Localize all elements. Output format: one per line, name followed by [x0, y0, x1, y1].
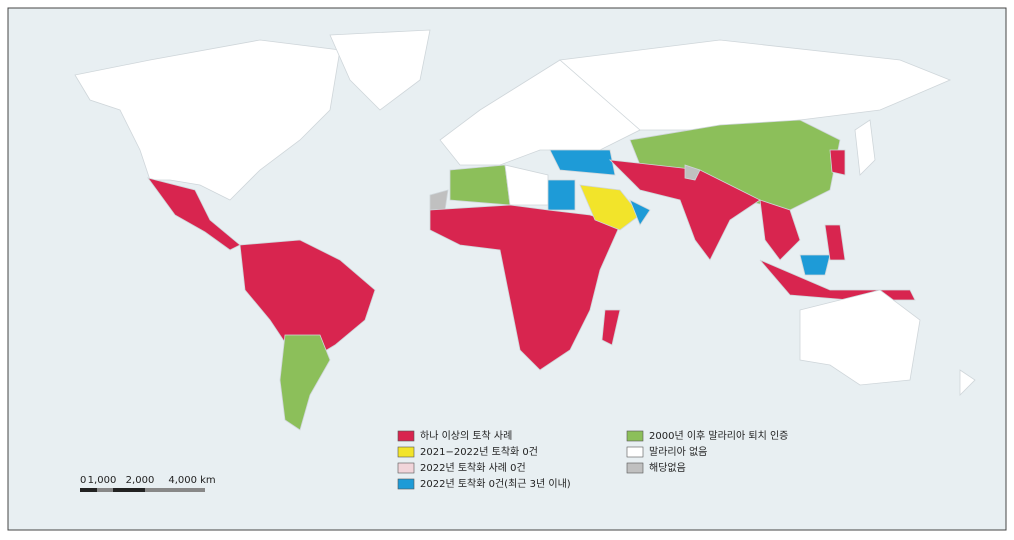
- scale-label: 1,000: [88, 475, 117, 486]
- scale-segment: [80, 488, 97, 492]
- central-america: [147, 177, 241, 251]
- southeast-asia: [759, 199, 801, 261]
- indonesia: [759, 259, 916, 301]
- borneo: [799, 254, 831, 276]
- legend-label: 2022년 토착화 0건(최근 3년 이내): [420, 478, 571, 490]
- southern-cone: [279, 334, 331, 431]
- legend-swatch: [626, 430, 644, 442]
- philippines: [824, 224, 846, 261]
- scale-segment: [113, 488, 145, 492]
- middle-east: [549, 149, 616, 176]
- scale-label: 0: [80, 475, 86, 486]
- scale-bar: 0 1,000 2,000 4,000 km: [80, 475, 216, 492]
- scale-label: 2,000: [126, 475, 155, 486]
- kashmir: [684, 164, 701, 181]
- legend-label: 하나 이상의 토착 사례: [420, 429, 512, 442]
- scale-segment: [97, 488, 113, 492]
- scale-segment: [145, 488, 205, 492]
- legend-label: 말라리아 없음: [649, 445, 707, 458]
- korea: [829, 149, 846, 176]
- australia: [799, 289, 921, 386]
- legend-swatch: [397, 478, 415, 490]
- oman: [629, 199, 651, 226]
- sub-saharan-africa: [429, 204, 621, 371]
- scale-label: 4,000 km: [168, 475, 215, 486]
- legend-label: 2021−2022년 토착화 0건: [420, 446, 538, 458]
- legend-label: 2022년 토착화 사례 0건: [420, 462, 526, 474]
- legend-label: 해당없음: [649, 461, 686, 474]
- north-america: [74, 39, 341, 201]
- saudi-arabia: [579, 184, 641, 231]
- russia: [559, 39, 952, 131]
- legend-swatch: [626, 462, 644, 474]
- greenland: [329, 29, 431, 111]
- egypt: [547, 179, 576, 211]
- legend-label: 2000년 이후 말라리아 퇴치 인증: [649, 430, 788, 442]
- south-america: [239, 239, 376, 361]
- madagascar: [601, 309, 621, 346]
- north-africa: [449, 164, 511, 206]
- legend-swatch: [626, 446, 644, 458]
- new-zealand: [959, 369, 976, 396]
- japan: [854, 119, 876, 176]
- legend-swatch: [397, 430, 415, 442]
- legend-swatch: [397, 462, 415, 474]
- south-asia: [608, 159, 761, 261]
- legend: 하나 이상의 토착 사례 2021−2022년 토착화 0건 2022년 토착화 사…: [397, 429, 788, 490]
- legend-swatch: [397, 446, 415, 458]
